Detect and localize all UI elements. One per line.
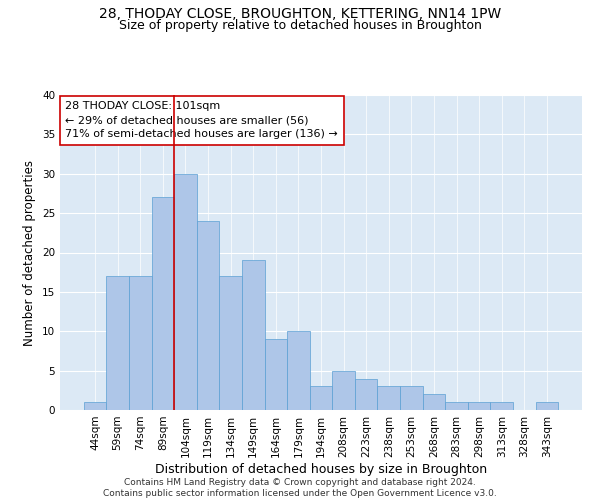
Bar xyxy=(355,378,377,410)
Text: Size of property relative to detached houses in Broughton: Size of property relative to detached ho… xyxy=(119,19,481,32)
Bar xyxy=(197,221,220,410)
Bar xyxy=(106,276,129,410)
Bar xyxy=(445,402,468,410)
Bar xyxy=(242,260,265,410)
Bar xyxy=(129,276,152,410)
Bar xyxy=(174,174,197,410)
Bar xyxy=(332,370,355,410)
Bar xyxy=(265,339,287,410)
Bar xyxy=(287,331,310,410)
Bar xyxy=(536,402,558,410)
Bar xyxy=(400,386,422,410)
Text: 28, THODAY CLOSE, BROUGHTON, KETTERING, NN14 1PW: 28, THODAY CLOSE, BROUGHTON, KETTERING, … xyxy=(99,8,501,22)
Bar xyxy=(84,402,106,410)
X-axis label: Distribution of detached houses by size in Broughton: Distribution of detached houses by size … xyxy=(155,462,487,475)
Bar xyxy=(490,402,513,410)
Bar xyxy=(310,386,332,410)
Text: 28 THODAY CLOSE: 101sqm
← 29% of detached houses are smaller (56)
71% of semi-de: 28 THODAY CLOSE: 101sqm ← 29% of detache… xyxy=(65,102,338,140)
Bar xyxy=(422,394,445,410)
Bar xyxy=(468,402,490,410)
Bar xyxy=(152,198,174,410)
Bar xyxy=(377,386,400,410)
Text: Contains HM Land Registry data © Crown copyright and database right 2024.
Contai: Contains HM Land Registry data © Crown c… xyxy=(103,478,497,498)
Y-axis label: Number of detached properties: Number of detached properties xyxy=(23,160,37,346)
Bar xyxy=(220,276,242,410)
